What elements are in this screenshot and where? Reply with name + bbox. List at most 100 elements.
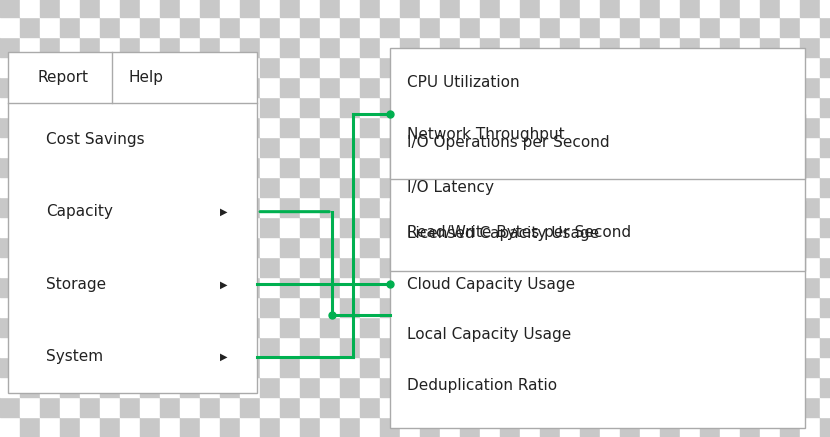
Bar (60, 177, 80, 197)
Bar (460, 357, 480, 377)
Bar (280, 337, 300, 357)
Bar (100, 377, 120, 397)
Bar (660, 0, 680, 17)
Bar (820, 0, 830, 17)
Bar (280, 157, 300, 177)
Bar (300, 0, 320, 17)
Bar (120, 317, 140, 337)
Bar (360, 77, 380, 97)
Bar (560, 57, 580, 77)
Bar (700, 17, 720, 37)
Bar (120, 77, 140, 97)
Bar (820, 217, 830, 237)
Bar (480, 37, 500, 57)
Bar (0, 217, 20, 237)
Bar (420, 377, 440, 397)
Bar (320, 217, 340, 237)
Bar (100, 157, 120, 177)
Bar (140, 117, 160, 137)
Bar (40, 177, 60, 197)
Text: ▶: ▶ (220, 352, 228, 362)
Bar (140, 357, 160, 377)
Bar (180, 177, 200, 197)
Bar (740, 397, 760, 417)
Bar (320, 317, 340, 337)
Bar (540, 357, 560, 377)
Bar (420, 237, 440, 257)
Bar (0, 297, 20, 317)
Bar (420, 37, 440, 57)
Bar (420, 0, 440, 17)
Bar (340, 157, 360, 177)
Bar (80, 0, 100, 17)
Bar (820, 357, 830, 377)
Bar (40, 257, 60, 277)
Bar (100, 197, 120, 217)
Bar (700, 277, 720, 297)
Bar (340, 97, 360, 117)
Bar (80, 417, 100, 437)
Bar (660, 337, 680, 357)
Bar (640, 237, 660, 257)
Bar (320, 157, 340, 177)
Bar (580, 117, 600, 137)
Bar (680, 0, 700, 17)
Bar (100, 277, 120, 297)
Bar (200, 77, 220, 97)
Bar (760, 257, 780, 277)
Bar (300, 157, 320, 177)
Bar (20, 257, 40, 277)
Bar (200, 17, 220, 37)
Bar (760, 217, 780, 237)
Bar (360, 257, 380, 277)
Bar (680, 197, 700, 217)
Bar (440, 97, 460, 117)
Bar (180, 157, 200, 177)
Bar (720, 117, 740, 137)
Bar (740, 337, 760, 357)
Bar (20, 297, 40, 317)
Bar (700, 197, 720, 217)
Bar (120, 117, 140, 137)
Bar (640, 317, 660, 337)
Bar (420, 157, 440, 177)
Bar (240, 17, 260, 37)
Bar (640, 197, 660, 217)
Bar (580, 197, 600, 217)
Bar (460, 77, 480, 97)
Bar (280, 177, 300, 197)
Bar (180, 117, 200, 137)
Bar (120, 137, 140, 157)
Bar (380, 57, 400, 77)
Bar (360, 117, 380, 137)
Bar (600, 137, 620, 157)
Bar (360, 177, 380, 197)
Text: System: System (46, 350, 103, 364)
Bar (60, 237, 80, 257)
Bar (160, 157, 180, 177)
Bar (200, 137, 220, 157)
Bar (260, 297, 280, 317)
Bar (580, 97, 600, 117)
Bar (400, 177, 420, 197)
Bar (660, 297, 680, 317)
Bar (600, 257, 620, 277)
Bar (820, 337, 830, 357)
Bar (620, 97, 640, 117)
Bar (200, 337, 220, 357)
Bar (200, 397, 220, 417)
Bar (300, 177, 320, 197)
Bar (680, 117, 700, 137)
Bar (180, 97, 200, 117)
Bar (780, 37, 800, 57)
Bar (700, 77, 720, 97)
Bar (0, 417, 20, 437)
Bar (340, 37, 360, 57)
Bar (320, 237, 340, 257)
Bar (100, 77, 120, 97)
Bar (820, 157, 830, 177)
Bar (620, 217, 640, 237)
Bar (680, 17, 700, 37)
Bar (460, 0, 480, 17)
Bar (460, 117, 480, 137)
